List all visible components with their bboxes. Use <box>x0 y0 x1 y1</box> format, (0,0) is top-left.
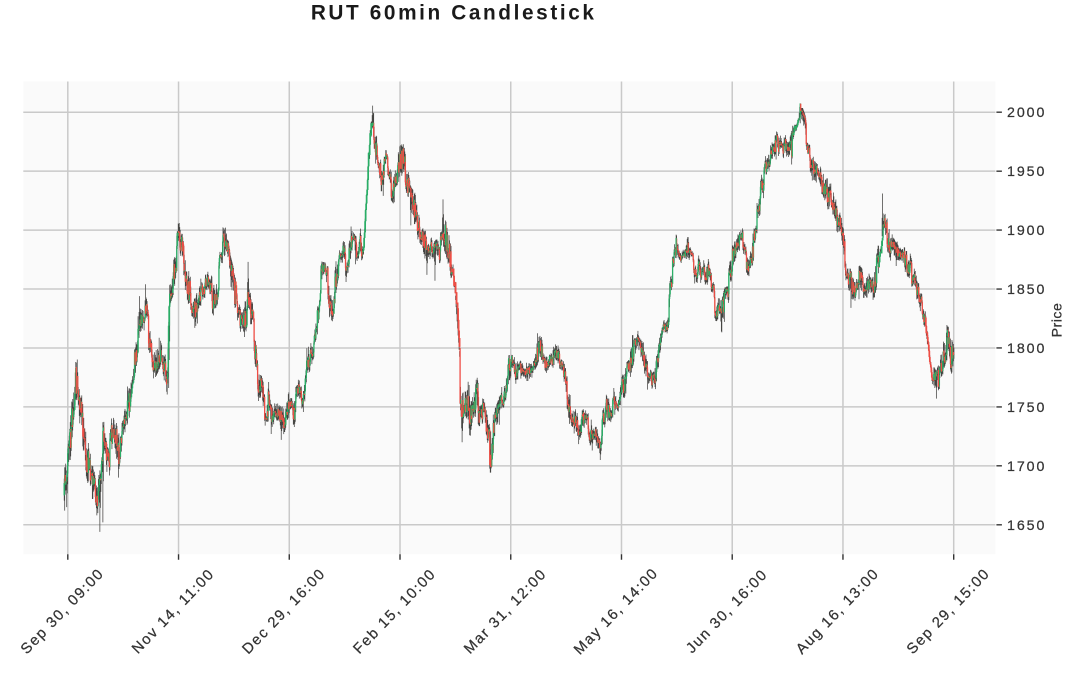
svg-text:1900: 1900 <box>1007 223 1046 239</box>
svg-text:1750: 1750 <box>1007 400 1046 416</box>
svg-text:1800: 1800 <box>1007 341 1046 357</box>
svg-text:1850: 1850 <box>1007 282 1046 298</box>
svg-text:1700: 1700 <box>1007 459 1046 475</box>
svg-text:Price: Price <box>1050 303 1066 338</box>
svg-text:RUT 60min Candlestick: RUT 60min Candlestick <box>311 2 597 25</box>
svg-text:1650: 1650 <box>1007 518 1046 534</box>
svg-text:1950: 1950 <box>1007 164 1046 180</box>
svg-text:2000: 2000 <box>1007 105 1046 121</box>
